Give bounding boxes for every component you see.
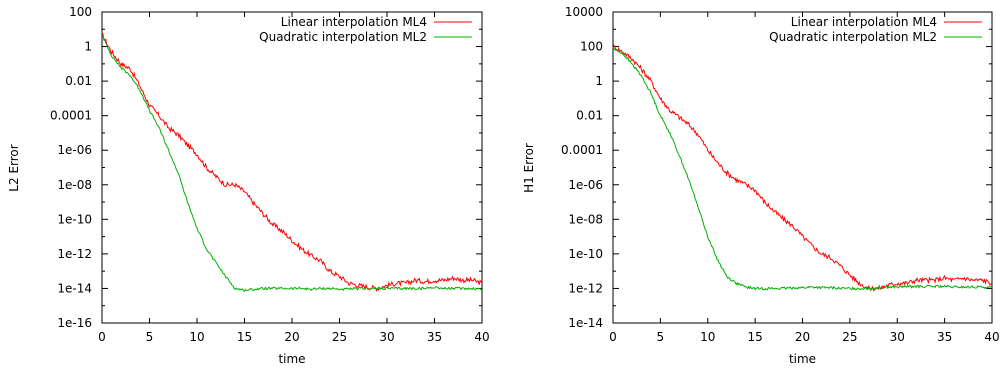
y-tick-label: 1e-12 — [568, 281, 603, 295]
y-tick-label: 1e-06 — [57, 143, 92, 157]
y-tick-label: 0.0001 — [561, 143, 603, 157]
series-line-linear-ml4 — [612, 44, 993, 292]
y-tick-label: 0.01 — [65, 74, 92, 88]
legend-label: Quadratic interpolation ML2 — [259, 30, 427, 44]
x-tick-label: 35 — [937, 330, 952, 344]
x-tick-label: 0 — [98, 330, 106, 344]
series-line-quadratic-ml2 — [101, 34, 483, 292]
series-line-linear-ml4 — [101, 32, 483, 292]
legend-label: Quadratic interpolation ML2 — [769, 30, 937, 44]
y-tick-label: 100 — [580, 40, 603, 54]
x-tick-label: 40 — [984, 330, 999, 344]
x-tick-label: 15 — [747, 330, 762, 344]
y-tick-label: 1e-08 — [568, 212, 603, 226]
x-tick-label: 30 — [379, 330, 394, 344]
x-tick-label: 15 — [237, 330, 252, 344]
y-tick-label: 1e-12 — [57, 247, 92, 261]
x-axis-label: time — [278, 352, 305, 366]
y-tick-label: 1e-14 — [568, 316, 603, 330]
y-tick-label: 1e-10 — [57, 212, 92, 226]
y-tick-label: 0.01 — [576, 109, 603, 123]
x-tick-label: 10 — [700, 330, 715, 344]
series-line-quadratic-ml2 — [612, 47, 993, 291]
x-tick-label: 5 — [657, 330, 665, 344]
y-tick-label: 100 — [69, 5, 92, 19]
x-tick-label: 30 — [890, 330, 905, 344]
chart-h1-error: 0 5 10 15 20 25 30 35 40 1e-14 1e-12 1e-10 1e-08 1e-0… — [522, 5, 1000, 366]
y-tick-label: 0.0001 — [50, 109, 92, 123]
x-tick-label: 25 — [332, 330, 347, 344]
x-tick-label: 0 — [609, 330, 617, 344]
x-tick-label: 10 — [189, 330, 204, 344]
y-axis-label: L2 Error — [7, 144, 21, 191]
y-axis-label: H1 Error — [522, 143, 536, 193]
legend-label: Linear interpolation ML4 — [791, 15, 937, 29]
x-tick-label: 20 — [284, 330, 299, 344]
x-tick-label: 40 — [474, 330, 489, 344]
y-tick-label: 10000 — [565, 5, 603, 19]
y-tick-label: 1e-14 — [57, 281, 92, 295]
x-axis-label: time — [789, 352, 816, 366]
chart-l2-error: 0 5 10 15 20 25 30 35 40 1e-16 1e-14 1e-12 1e-10 1e-0… — [7, 5, 490, 366]
y-tick-label: 1e-10 — [568, 247, 603, 261]
y-tick-label: 1 — [595, 74, 603, 88]
y-tick-label: 1e-08 — [57, 178, 92, 192]
x-tick-label: 35 — [427, 330, 442, 344]
legend-label: Linear interpolation ML4 — [281, 15, 427, 29]
y-tick-label: 1e-06 — [568, 178, 603, 192]
y-tick-label: 1e-16 — [57, 316, 92, 330]
x-tick-label: 5 — [146, 330, 154, 344]
x-tick-label: 25 — [842, 330, 857, 344]
y-tick-label: 1 — [84, 40, 92, 54]
x-tick-label: 20 — [795, 330, 810, 344]
